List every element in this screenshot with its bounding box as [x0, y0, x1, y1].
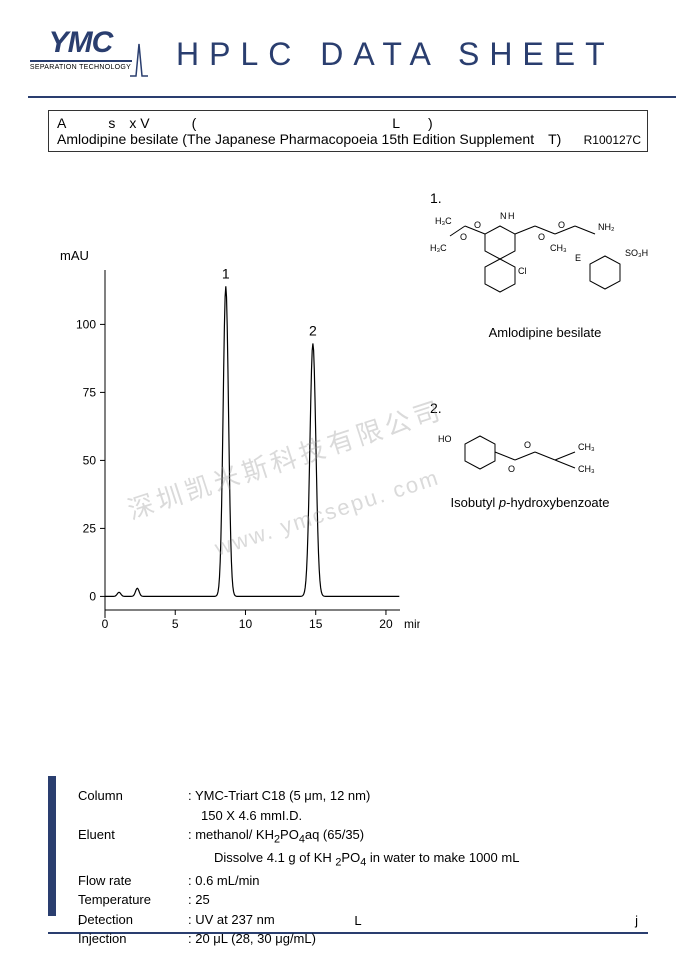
svg-text:75: 75: [83, 385, 97, 399]
condition-value: : YMC-Triart C18 (5 μm, 12 nm): [188, 786, 370, 806]
svg-text:5: 5: [172, 617, 179, 631]
title-line-2: Amlodipine besilate (The Japanese Pharma…: [57, 131, 639, 147]
brand-logo: YMC SEPARATION TECHNOLOGY: [28, 28, 133, 76]
condition-value: 150 X 4.6 mmI.D.: [188, 806, 302, 826]
logo-peak-icon: [130, 36, 148, 80]
compound-1: 1. H₃C NH NH₂ H₃C CH₃ Cl E SO₃H OO OO Am…: [430, 190, 660, 340]
brand-underline: [30, 60, 132, 62]
title-line-1: A s x V ( L ): [57, 115, 639, 131]
chromatogram-chart: mAU 025507510005101520min12: [60, 230, 410, 670]
conditions-accent-bar: [48, 776, 56, 916]
footer-left: i: [78, 913, 81, 928]
svg-text:15: 15: [309, 617, 323, 631]
structure-icon: H₃C NH NH₂ H₃C CH₃ Cl E SO₃H OO OO: [430, 206, 660, 316]
svg-text:CH₃: CH₃: [578, 464, 595, 474]
conditions-row: Temperature: 25: [78, 890, 519, 910]
svg-text:HO: HO: [438, 434, 452, 444]
svg-text:CH₃: CH₃: [550, 243, 567, 253]
conditions-row: 150 X 4.6 mmI.D.: [78, 806, 519, 826]
conditions-footer: i L j: [78, 913, 638, 928]
svg-text:O: O: [508, 464, 515, 474]
svg-text:O: O: [474, 220, 481, 230]
svg-text:N: N: [500, 211, 507, 221]
svg-text:CH₃: CH₃: [578, 442, 595, 452]
condition-key: Eluent: [78, 825, 188, 848]
svg-text:100: 100: [76, 317, 96, 331]
brand-tagline: SEPARATION TECHNOLOGY: [30, 64, 131, 71]
condition-key: [78, 848, 188, 871]
svg-text:NH₂: NH₂: [598, 222, 615, 232]
footer-mid: L: [354, 913, 361, 928]
svg-text:O: O: [558, 220, 565, 230]
svg-text:E: E: [575, 253, 581, 263]
svg-text:Cl: Cl: [518, 266, 527, 276]
conditions-row: Injection: 20 μL (28, 30 μg/mL): [78, 929, 519, 949]
svg-text:10: 10: [239, 617, 253, 631]
conditions-row: Eluent: methanol/ KH2PO4aq (65/35): [78, 825, 519, 848]
condition-value: : methanol/ KH2PO4aq (65/35): [188, 825, 364, 848]
svg-text:min: min: [404, 617, 420, 631]
condition-key: Injection: [78, 929, 188, 949]
conditions-row: Flow rate: 0.6 mL/min: [78, 871, 519, 891]
svg-text:0: 0: [102, 617, 109, 631]
footer-right: j: [635, 913, 638, 928]
svg-text:H: H: [508, 211, 515, 221]
condition-key: Column: [78, 786, 188, 806]
condition-key: Temperature: [78, 890, 188, 910]
svg-text:50: 50: [83, 453, 97, 467]
conditions-row: Dissolve 4.1 g of KH 2PO4 in water to ma…: [78, 848, 519, 871]
svg-text:0: 0: [89, 589, 96, 603]
condition-value: Dissolve 4.1 g of KH 2PO4 in water to ma…: [188, 848, 519, 871]
svg-text:25: 25: [83, 521, 97, 535]
condition-key: [78, 806, 188, 826]
svg-text:O: O: [524, 440, 531, 450]
condition-value: : 0.6 mL/min: [188, 871, 260, 891]
peak-label: 2: [309, 322, 317, 338]
compound-number: 2.: [430, 400, 630, 416]
structure-icon: HO O O CH₃ CH₃: [430, 416, 630, 486]
conditions-panel: Column: YMC-Triart C18 (5 μm, 12 nm) 150…: [48, 774, 648, 934]
svg-text:O: O: [460, 232, 467, 242]
page-header: YMC SEPARATION TECHNOLOGY HPLC DATA SHEE…: [28, 28, 676, 98]
compound-2: 2. HO O O CH₃ CH₃ Isobutyl p-hydroxybenz…: [430, 400, 630, 510]
page-title: HPLC DATA SHEET: [176, 36, 615, 73]
peak-label: 1: [222, 265, 230, 281]
compound-number: 1.: [430, 190, 660, 206]
svg-text:H₃C: H₃C: [430, 243, 447, 253]
svg-text:O: O: [538, 232, 545, 242]
condition-value: : 25: [188, 890, 210, 910]
svg-text:SO₃H: SO₃H: [625, 248, 648, 258]
document-title-box: A s x V ( L ) Amlodipine besilate (The J…: [48, 110, 648, 152]
compound-name: Isobutyl p-hydroxybenzoate: [430, 495, 630, 510]
document-code: R100127C: [584, 133, 641, 147]
condition-value: : 20 μL (28, 30 μg/mL): [188, 929, 316, 949]
condition-key: Flow rate: [78, 871, 188, 891]
chart-canvas: 0 25 50 75 100 0 5 10 15 20 min 1 2: [60, 230, 420, 680]
brand-name: YMC: [49, 28, 113, 58]
conditions-row: Column: YMC-Triart C18 (5 μm, 12 nm): [78, 786, 519, 806]
svg-text:20: 20: [379, 617, 393, 631]
svg-text:H₃C: H₃C: [435, 216, 452, 226]
compound-name: Amlodipine besilate: [430, 325, 660, 340]
